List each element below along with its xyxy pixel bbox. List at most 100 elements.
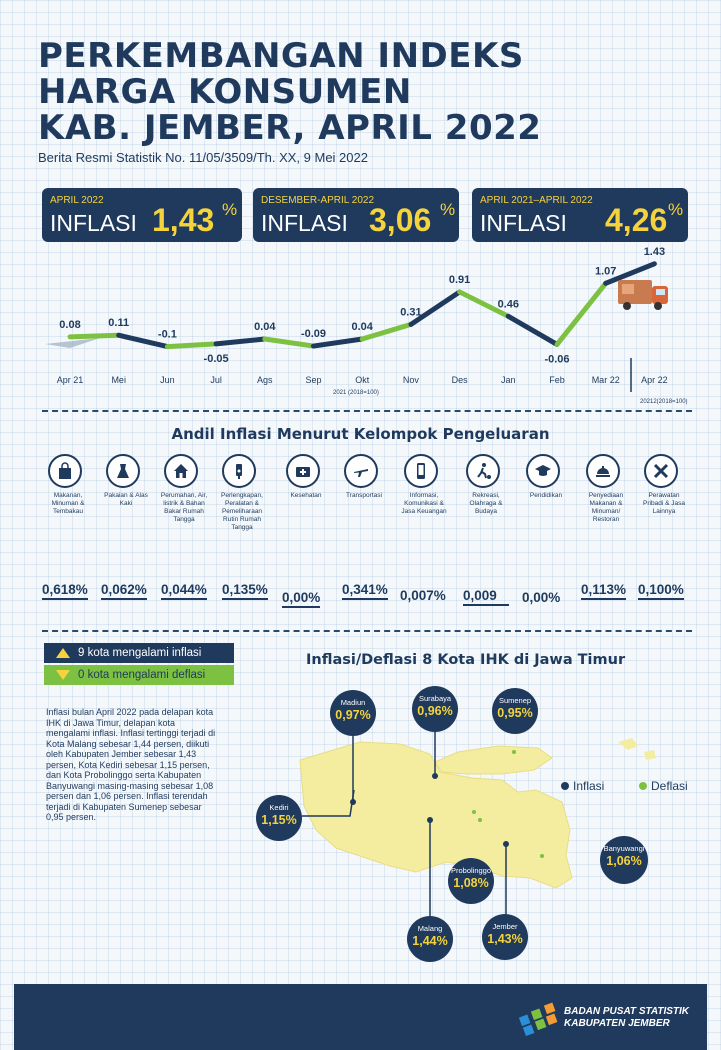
phone-icon bbox=[404, 454, 438, 488]
small-islands bbox=[618, 738, 656, 760]
chart-data-label: -0.05 bbox=[204, 353, 229, 365]
group-name: Perumahan, Air, listrik & Bahan Bakar Ru… bbox=[160, 492, 208, 523]
city-value: 1,44% bbox=[412, 934, 448, 948]
group-clothing: Pakaian & Alas Kaki bbox=[100, 454, 158, 508]
summary-label: INFLASI bbox=[50, 210, 137, 236]
chart-line-segment bbox=[116, 332, 170, 350]
group-value: 0,044% bbox=[161, 582, 207, 600]
city-name: Surabaya bbox=[418, 694, 452, 703]
city-name: Kediri bbox=[269, 803, 289, 812]
title-line-3: KAB. JEMBER, APRIL 2022 bbox=[38, 108, 542, 148]
chart-line-segment bbox=[311, 336, 365, 349]
group-recreation: Rekreasi, Olahraga & Budaya bbox=[460, 454, 518, 516]
soccer-player-icon bbox=[466, 454, 500, 488]
inflation-count-text: 9 kota mengalami inflasi bbox=[78, 647, 202, 659]
chart-line-segment bbox=[164, 341, 219, 350]
summary-unit: % bbox=[440, 200, 456, 219]
city-name: Malang bbox=[417, 924, 443, 933]
footer-org-line2: KABUPATEN JEMBER bbox=[564, 1018, 670, 1029]
chart-data-label: 1.43 bbox=[644, 246, 665, 258]
chart-data-label: 0.46 bbox=[498, 298, 519, 310]
legend-deflation-dot bbox=[639, 782, 647, 790]
map-title: Inflasi/Deflasi 8 Kota IHK di Jawa Timur bbox=[306, 652, 626, 668]
summary-period: APRIL 2022 bbox=[50, 195, 104, 206]
city-value: 1,08% bbox=[453, 876, 489, 890]
title-line-1: PERKEMBANGAN INDEKS bbox=[38, 36, 524, 76]
group-value: 0,062% bbox=[101, 582, 147, 600]
deflation-count-badge: 0 kota mengalami deflasi bbox=[44, 665, 234, 685]
chart-data-label: 0.08 bbox=[59, 319, 80, 331]
group-value: 0,113% bbox=[581, 582, 627, 600]
group-value: 0,007% bbox=[400, 588, 446, 603]
deflation-count-text: 0 kota mengalami deflasi bbox=[78, 669, 206, 681]
house-icon bbox=[164, 454, 198, 488]
summary-label: INFLASI bbox=[261, 210, 348, 236]
chart-x-tick-label: Mei bbox=[111, 375, 126, 385]
city-surabaya: Surabaya 0,96% bbox=[412, 686, 458, 732]
group-health: Kesehatan bbox=[280, 454, 338, 500]
city-name: Madiun bbox=[340, 698, 366, 707]
group-value: 0,00% bbox=[282, 590, 321, 608]
group-restaurant: Penyediaan Makanan & Minuman/ Restoran bbox=[580, 454, 638, 524]
chart-x-tick-label: Ags bbox=[257, 375, 273, 385]
dress-icon bbox=[106, 454, 140, 488]
group-name: Pendidikan bbox=[529, 492, 563, 499]
chart-data-label: -0.09 bbox=[301, 328, 326, 340]
group-housing: Perumahan, Air, listrik & Bahan Bakar Ru… bbox=[158, 454, 216, 524]
chart-x-tick-label: Jul bbox=[210, 375, 222, 385]
down-triangle-icon bbox=[56, 670, 70, 680]
city-value: 0,97% bbox=[335, 708, 371, 722]
chart-line-segment bbox=[603, 261, 657, 286]
legend-inflation-dot bbox=[561, 782, 569, 790]
airplane-icon bbox=[344, 454, 378, 488]
chart-line-segment bbox=[262, 336, 316, 349]
up-triangle-icon bbox=[56, 648, 70, 658]
city-value: 1,43% bbox=[487, 932, 523, 946]
city-kediri: Kediri 1,15% bbox=[256, 795, 302, 841]
chart-x-tick-label: Apr 21 bbox=[57, 375, 84, 385]
group-communication: Informasi, Komunikasi & Jasa Keuangan bbox=[398, 454, 456, 516]
group-name: Makanan, Minuman & Tembakau bbox=[51, 492, 85, 515]
graduation-cap-icon bbox=[526, 454, 560, 488]
surabaya-marker bbox=[432, 773, 438, 779]
city-name: Jember bbox=[492, 922, 518, 931]
chart-data-label: 0.04 bbox=[351, 321, 373, 333]
city-banyuwangi: Banyuwangi 1,06% bbox=[600, 836, 648, 884]
summary-box-april: APRIL 2022 INFLASI 1,43 % bbox=[42, 188, 242, 242]
chart-data-label: 0.31 bbox=[400, 306, 421, 318]
city-probolinggo: Probolinggo 1,08% bbox=[448, 858, 494, 904]
map-dot bbox=[472, 810, 476, 814]
chart-data-label: 0.91 bbox=[449, 274, 470, 286]
summary-paragraph: Inflasi bulan April 2022 pada delapan ko… bbox=[46, 707, 216, 822]
chart-arrow-tail bbox=[45, 338, 100, 348]
divider bbox=[42, 630, 692, 632]
inflation-line-chart: 0.08 0.11 -0.1 -0.05 0.04 -0.09 0.04 0.31 0.91 0.… bbox=[45, 246, 688, 405]
madiun-marker bbox=[350, 799, 356, 805]
page-title: PERKEMBANGAN INDEKS HARGA KONSUMEN KAB. … bbox=[38, 38, 698, 146]
legend-deflation-label: Deflasi bbox=[651, 779, 688, 793]
chart-x-tick-label: Mar 22 bbox=[592, 375, 620, 385]
group-value: 0,618% bbox=[42, 582, 88, 600]
groups-title: Andil Inflasi Menurut Kelompok Pengeluar… bbox=[171, 425, 550, 443]
malang-marker bbox=[427, 817, 433, 823]
inflation-count-badge: 9 kota mengalami inflasi bbox=[44, 643, 234, 663]
map-leader-lines bbox=[302, 724, 507, 918]
group-personal-care: Perawatan Pribadi & Jasa Lainnya bbox=[638, 454, 696, 516]
group-value: 0,100% bbox=[638, 582, 684, 600]
group-value: 0,341% bbox=[342, 582, 388, 600]
tools-icon bbox=[644, 454, 678, 488]
group-name: Kesehatan bbox=[290, 492, 322, 499]
chart-note-2021: 2021 (2018=100) bbox=[333, 390, 379, 396]
group-name: Transportasi bbox=[346, 492, 382, 499]
chart-note-2022: 20212(2018=100) bbox=[640, 399, 688, 405]
legend-inflation-label: Inflasi bbox=[573, 779, 604, 793]
group-education: Pendidikan bbox=[520, 454, 578, 500]
group-value: 0,00% bbox=[522, 590, 561, 605]
summary-period: DESEMBER-APRIL 2022 bbox=[261, 195, 375, 206]
summary-value: 3,06 bbox=[369, 202, 432, 238]
chart-line-segment bbox=[457, 289, 511, 319]
chart-x-tick-label: Jun bbox=[160, 375, 175, 385]
chart-x-tick-label: Apr 22 bbox=[641, 375, 668, 385]
city-malang: Malang 1,44% bbox=[407, 916, 453, 962]
chart-line-segment bbox=[359, 321, 414, 342]
